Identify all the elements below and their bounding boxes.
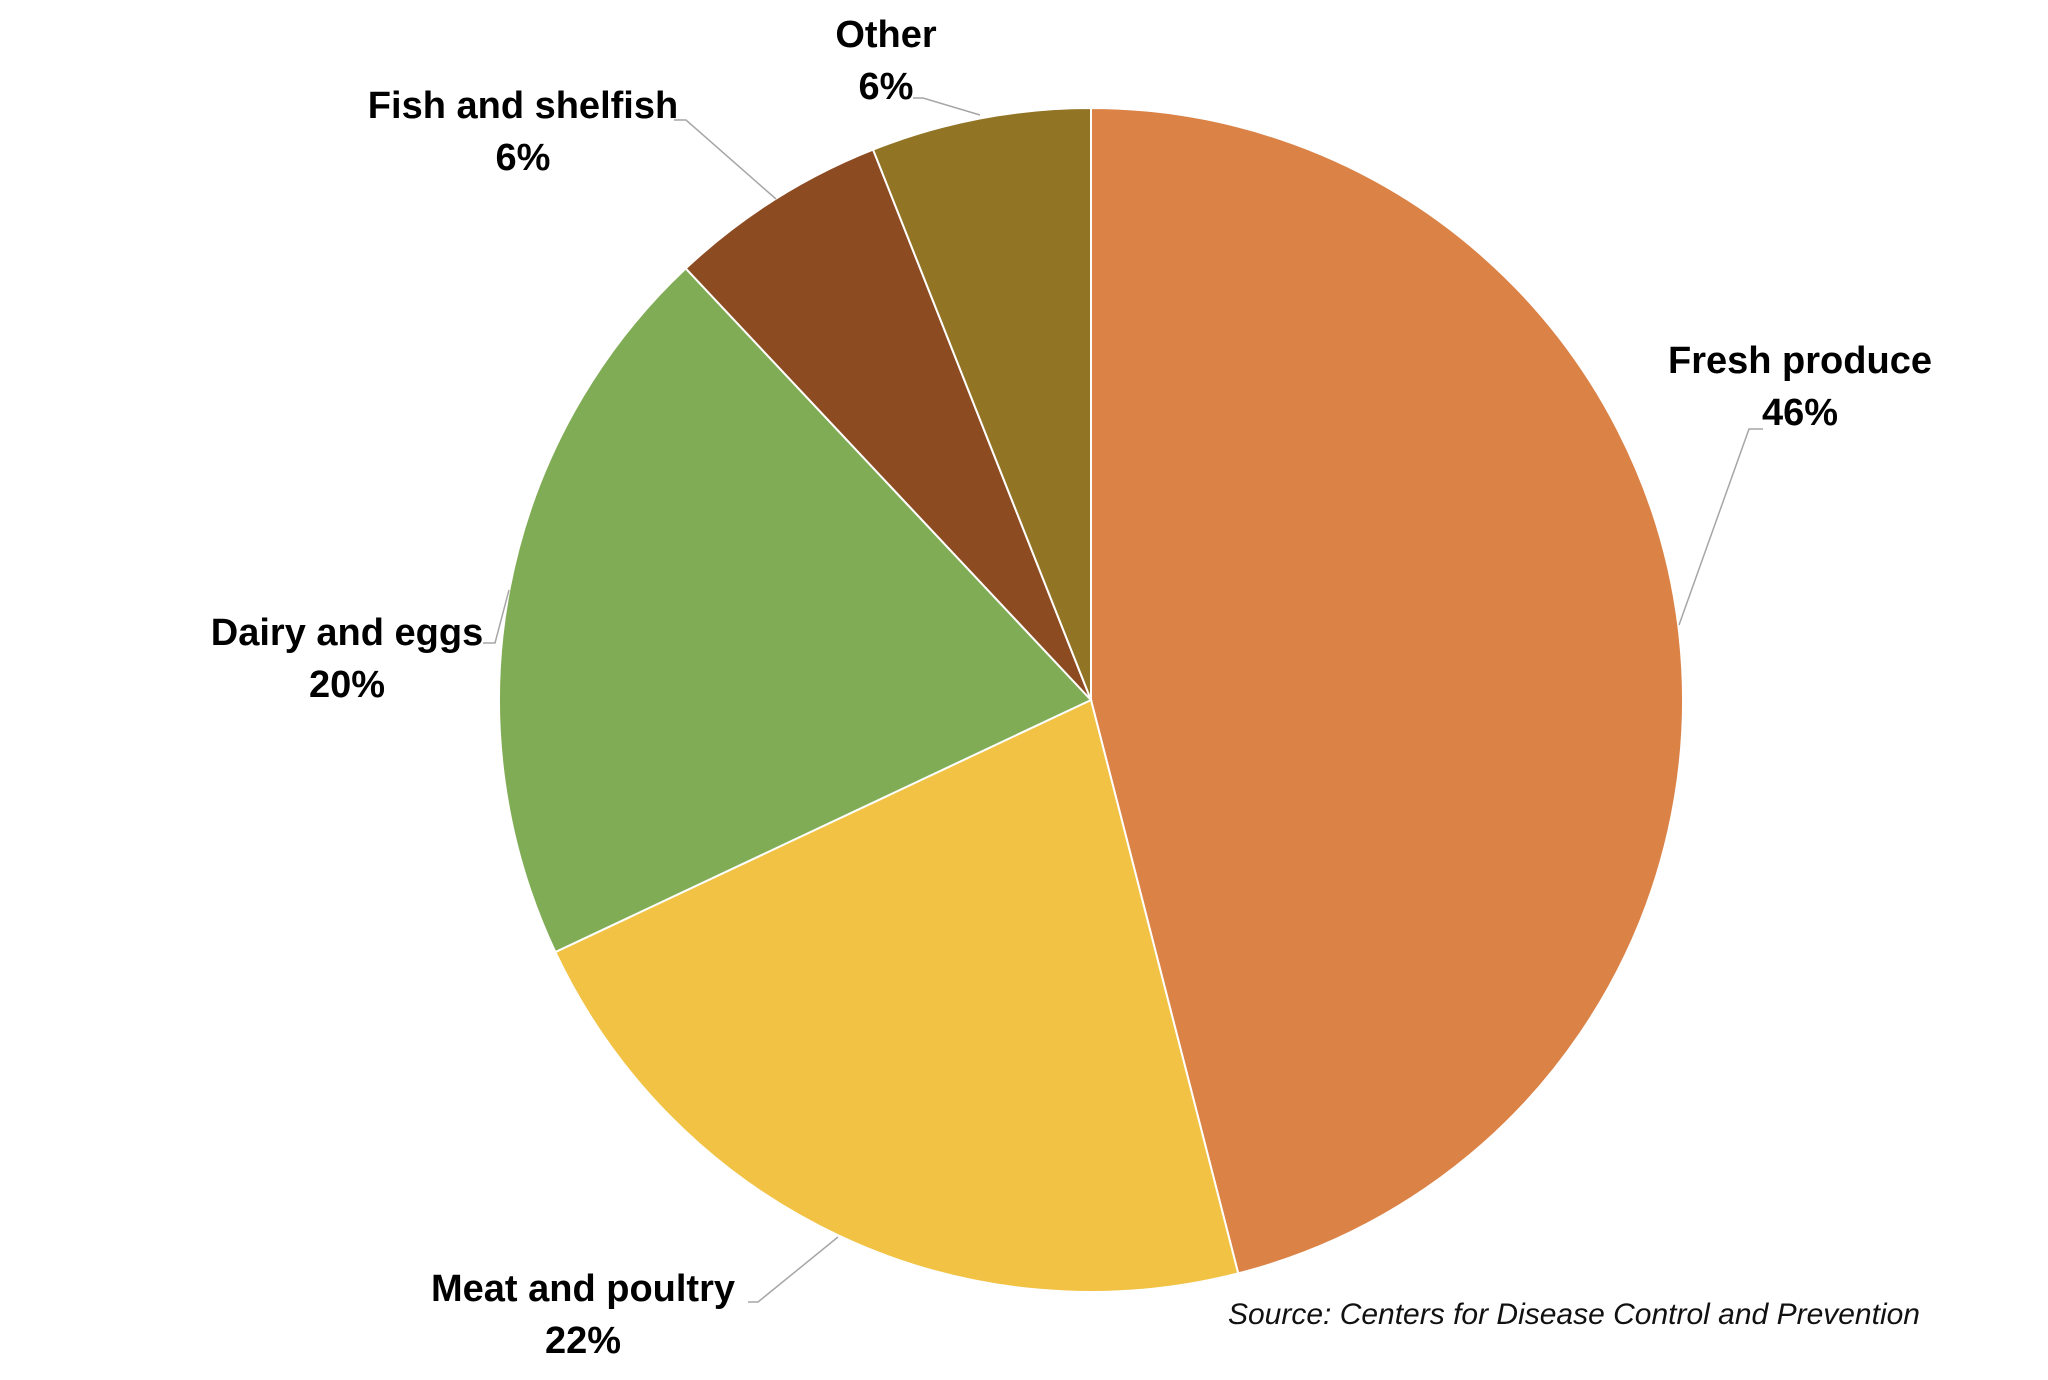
- leader-line-other: [913, 97, 981, 116]
- pie-slice-other: [871, 106, 1092, 701]
- slice-value-label-other: 6%: [859, 66, 914, 108]
- pie-slice-fish-and-shelfish: [684, 148, 1092, 701]
- slice-label-fish-and-shelfish: Fish and shelfish: [368, 85, 678, 127]
- slice-label-fresh-produce: Fresh produce: [1668, 340, 1932, 382]
- slice-label-dairy-and-eggs: Dairy and eggs: [211, 612, 483, 654]
- source-note: Source: Centers for Disease Control and …: [1227, 1298, 1920, 1331]
- leader-line-dairy-and-eggs: [483, 589, 510, 644]
- slice-value-label-fish-and-shelfish: 6%: [496, 137, 551, 179]
- slice-value-label-meat-and-poultry: 22%: [545, 1320, 621, 1362]
- slice-label-meat-and-poultry: Meat and poultry: [431, 1268, 735, 1310]
- leader-lines-layer: [483, 97, 1763, 1303]
- leader-line-meat-and-poultry: [748, 1236, 839, 1303]
- slice-value-label-dairy-and-eggs: 20%: [309, 664, 385, 706]
- pie-slice-fresh-produce: [1090, 106, 1684, 1275]
- slices-layer: [498, 106, 1684, 1293]
- labels-layer: Fresh produce 46% Meat and poultry 22% Dairy…: [211, 14, 1932, 1362]
- leader-line-fish-and-shelfish: [674, 119, 777, 200]
- pie-slice-meat-and-poultry: [554, 698, 1240, 1293]
- pie-slice-dairy-and-eggs: [498, 267, 1093, 954]
- slice-value-label-fresh-produce: 46%: [1762, 392, 1838, 434]
- slice-label-other: Other: [835, 14, 937, 56]
- leader-line-fresh-produce: [1678, 428, 1763, 626]
